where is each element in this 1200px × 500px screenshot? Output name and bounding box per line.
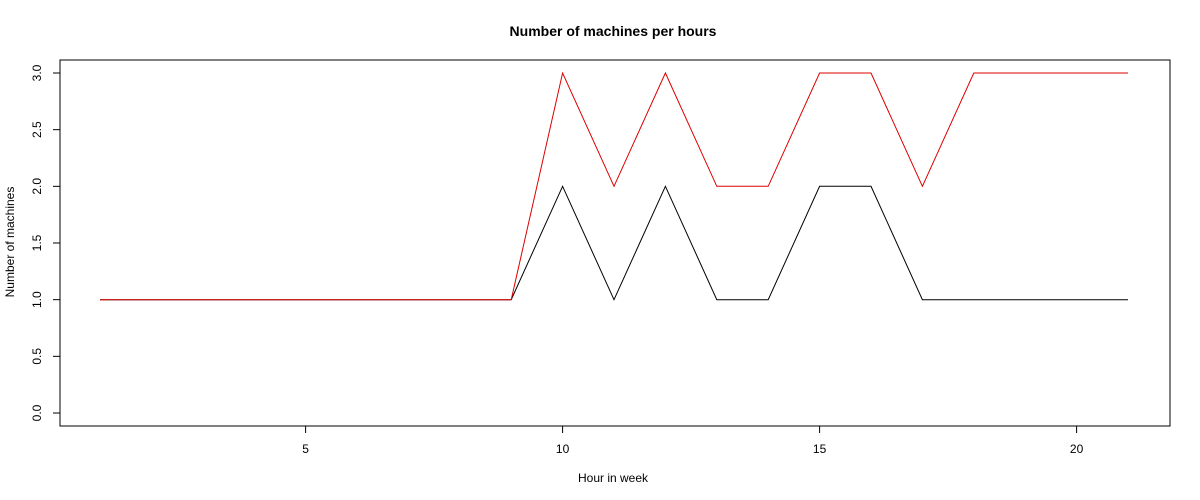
series-layer	[100, 71, 1128, 301]
y-tick-label: 1.0	[30, 291, 44, 308]
y-axis: 0.0 0.5 1.0 1.5 2.0 2.5 3.0	[30, 64, 60, 421]
y-tick-label: 0.0	[30, 404, 44, 421]
y-tick-label: 0.5	[30, 348, 44, 365]
y-tick-label: 2.5	[30, 121, 44, 138]
x-tick-label: 15	[813, 442, 827, 456]
plot-frame	[59, 59, 1171, 427]
series-line-2	[100, 71, 1128, 301]
x-tick-label: 10	[556, 442, 570, 456]
x-tick-label: 20	[1070, 442, 1084, 456]
y-axis-label: Number of machines	[3, 187, 17, 298]
y-tick-label: 1.5	[30, 234, 44, 251]
series-line-1	[100, 185, 1128, 301]
x-axis-label: Hour in week	[578, 471, 649, 485]
x-tick-label: 5	[302, 442, 309, 456]
x-axis: 5 10 15 20	[302, 426, 1084, 456]
y-tick-label: 3.0	[30, 64, 44, 81]
y-tick-label: 2.0	[30, 178, 44, 195]
chart-title: Number of machines per hours	[510, 23, 717, 39]
